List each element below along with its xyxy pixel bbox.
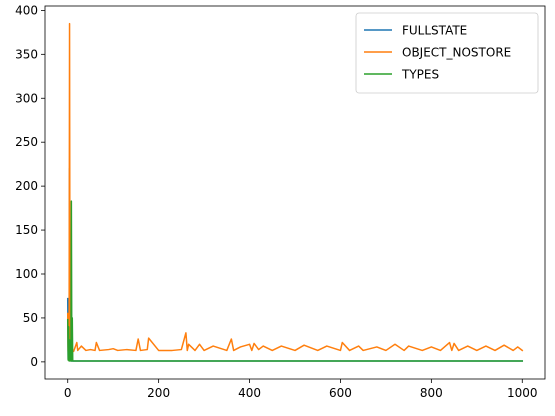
series-line-object-nostore: [66, 22, 524, 354]
x-tick-label: 200: [147, 386, 170, 400]
y-tick-label: 400: [15, 3, 38, 17]
legend-box: [355, 12, 539, 94]
y-tick-label: 100: [15, 267, 38, 281]
legend-label: FULLSTATE: [402, 24, 467, 38]
series-lines: [66, 22, 524, 362]
y-tick-label: 250: [15, 135, 38, 149]
legend-label: OBJECT_NOSTORE: [402, 46, 511, 60]
y-tick-label: 50: [23, 311, 38, 325]
x-tick-label: 400: [238, 386, 261, 400]
y-tick-label: 200: [15, 179, 38, 193]
x-tick-label: 0: [64, 386, 72, 400]
legend: FULLSTATE OBJECT_NOSTORE TYPES: [355, 12, 539, 94]
series-line-types: [66, 200, 524, 362]
axes: 0 200 400 600 800 1000 0 50 100 150 200 250 300 350 40…: [15, 3, 546, 400]
x-tick-label: 600: [329, 386, 352, 400]
legend-label: TYPES: [401, 68, 439, 82]
x-tick-label: 800: [420, 386, 443, 400]
x-tick-label: 1000: [507, 386, 538, 400]
plot-frame: [44, 5, 546, 380]
y-tick-label: 300: [15, 91, 38, 105]
y-tick-label: 0: [30, 355, 38, 369]
y-tick-label: 350: [15, 47, 38, 61]
y-tick-label: 150: [15, 223, 38, 237]
